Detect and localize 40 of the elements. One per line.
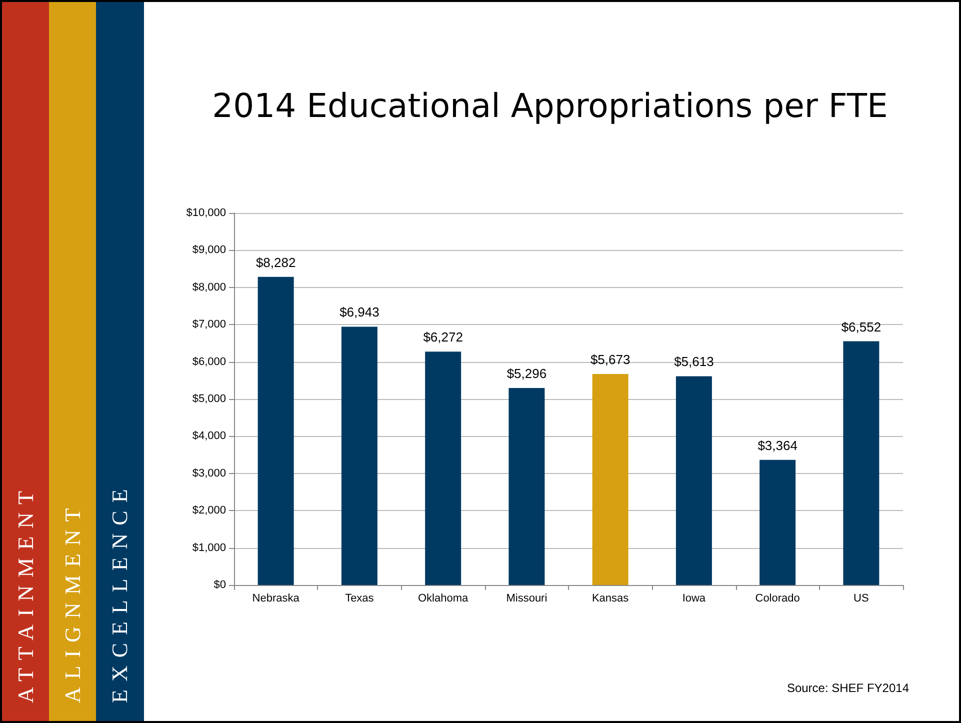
data-label: $6,272 — [423, 330, 463, 345]
text: ATTAINMENT — [13, 483, 38, 703]
bar — [258, 276, 294, 585]
x-tick-label: Colorado — [755, 592, 800, 604]
x-tick-label: Iowa — [682, 592, 706, 604]
text: ALIGNMENT — [60, 500, 85, 703]
x-tick-label: US — [854, 592, 869, 604]
y-tick-label: $4,000 — [192, 430, 226, 442]
text: EXCELLENCE — [107, 481, 132, 703]
bar — [508, 388, 545, 585]
bar — [843, 341, 880, 585]
bar — [760, 460, 796, 585]
y-tick-label: $10,000 — [186, 207, 226, 219]
data-label: $5,296 — [506, 366, 547, 381]
y-tick-label: $5,000 — [192, 393, 226, 405]
data-label: $5,673 — [590, 352, 630, 367]
data-label: $6,552 — [841, 319, 882, 334]
data-label: $3,364 — [758, 438, 798, 453]
data-label: $5,613 — [674, 354, 714, 370]
y-tick-label: $8,000 — [192, 281, 226, 294]
y-tick-label: $1,000 — [192, 542, 226, 554]
y-tick-label: $7,000 — [192, 318, 226, 331]
bar — [592, 374, 628, 585]
chart-title: 2014 Educational Appropriations per FTE — [212, 86, 888, 125]
x-tick-label: Missouri — [506, 592, 548, 604]
y-tick-label: $3,000 — [192, 467, 226, 480]
data-label: $8,282 — [256, 254, 296, 270]
x-tick-label: Kansas — [592, 592, 630, 604]
bar — [676, 376, 712, 585]
bar — [341, 326, 378, 585]
data-label: $6,943 — [340, 304, 380, 320]
x-tick-label: Texas — [345, 592, 374, 604]
y-tick-label: $9,000 — [192, 244, 226, 256]
x-tick-label: Oklahoma — [418, 592, 470, 604]
bar — [425, 352, 462, 585]
x-tick-label: Nebraska — [252, 592, 300, 604]
y-tick-label: $2,000 — [192, 504, 226, 517]
y-tick-label: $6,000 — [192, 356, 226, 368]
y-tick-label: $0 — [214, 579, 226, 591]
source-note: Source: SHEF FY2014 — [786, 681, 909, 695]
